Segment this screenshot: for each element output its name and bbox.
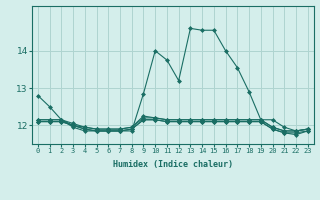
X-axis label: Humidex (Indice chaleur): Humidex (Indice chaleur) bbox=[113, 160, 233, 169]
